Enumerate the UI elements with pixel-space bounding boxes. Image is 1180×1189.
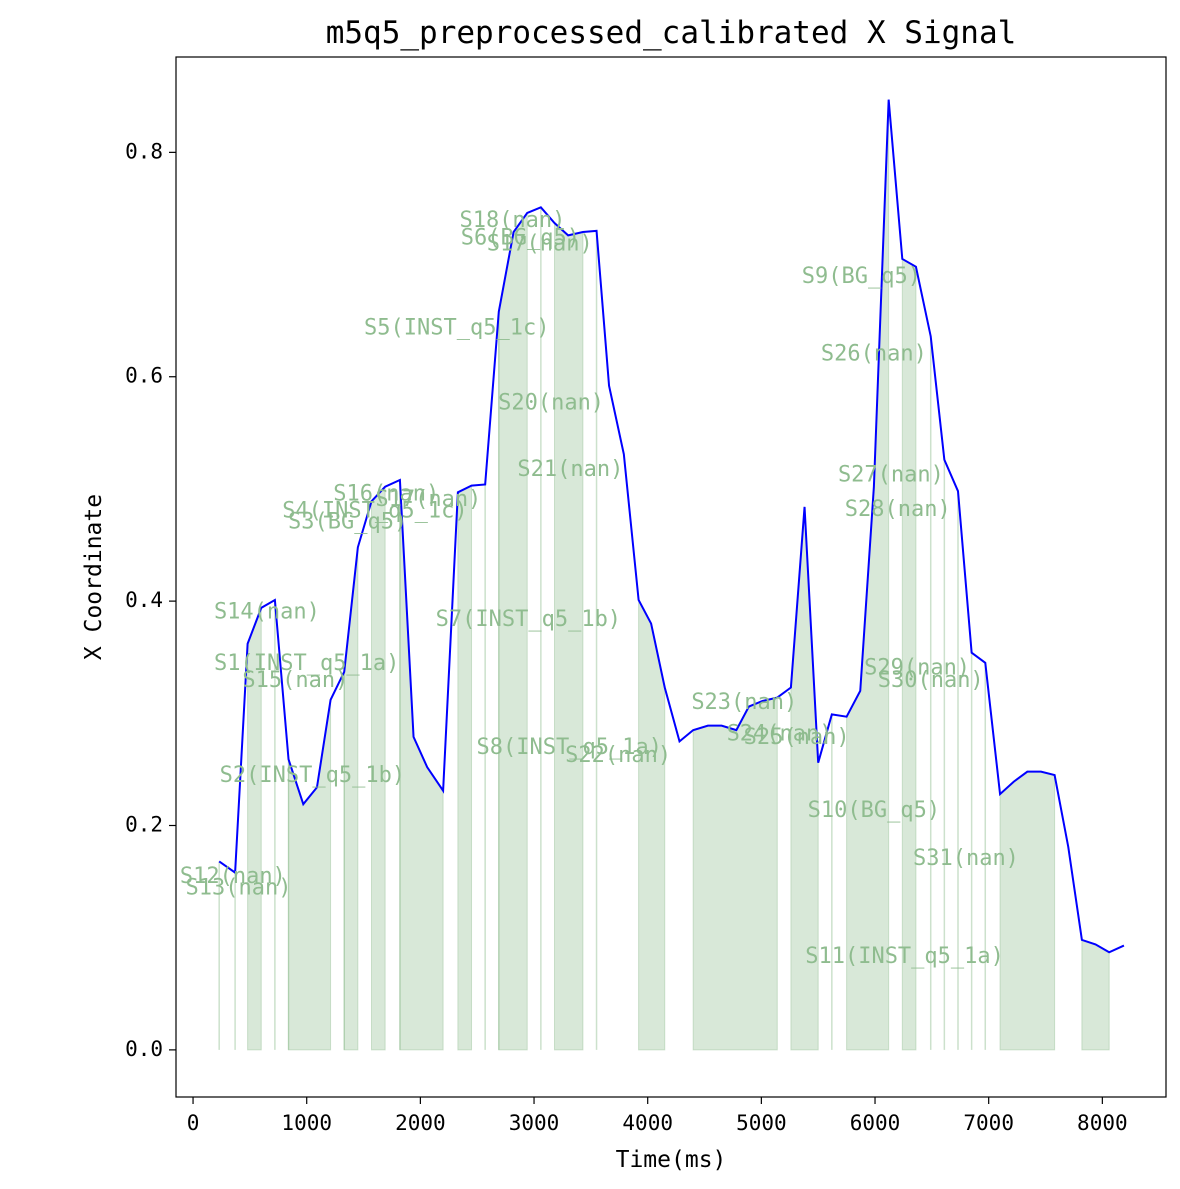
y-tick-label: 0.4 <box>125 588 163 612</box>
y-tick-label: 0.8 <box>125 139 163 163</box>
x-axis-label: Time(ms) <box>616 1147 727 1173</box>
segment-label: S22(nan) <box>565 743 671 768</box>
segment-label: S7(INST_q5_1b) <box>436 607 621 632</box>
segment-label: S31(nan) <box>913 846 1019 871</box>
segment-label: S6(BG_q5) <box>461 226 580 251</box>
segment-label: S24(nan) <box>727 722 833 747</box>
y-tick-label: 0.2 <box>125 813 163 837</box>
segment-fill <box>457 484 473 1051</box>
axes: 0 1000 2000 3000 4000 5000 6000 7000 8000 0.0 0.2 0… <box>125 56 1167 1135</box>
x-tick-label: 6000 <box>850 1111 901 1135</box>
segment-label: S18(nan) <box>459 208 565 233</box>
segment-label: S16(nan) <box>333 482 439 507</box>
segment-fill <box>554 221 584 1051</box>
segment-fill-layer <box>218 99 1110 1051</box>
segment-fill <box>692 696 778 1051</box>
chart-title: m5q5_preprocessed_calibrated X Signal <box>326 15 1017 51</box>
segment-label: S17(nan) <box>487 231 593 256</box>
x-tick-label: 3000 <box>509 1111 560 1135</box>
segment-label: S14(nan) <box>214 599 320 624</box>
x-tick-label: 0 <box>187 1111 200 1135</box>
segment-label: S20(nan) <box>498 391 604 416</box>
signal-line-layer <box>218 99 1125 954</box>
x-tick-label: 7000 <box>963 1111 1014 1135</box>
segment-label: S12(nan) <box>180 864 286 889</box>
segment-label: S3(BG_q5) <box>288 510 407 535</box>
segment-label: S23(nan) <box>691 690 797 715</box>
segment-label: S2(INST_q5_1b) <box>220 763 405 788</box>
segment-label: S15(nan) <box>242 668 348 693</box>
segment-fill <box>1081 939 1110 1051</box>
y-tick-label: 0.6 <box>125 364 163 388</box>
segment-label: S13(nan) <box>186 875 292 900</box>
x-tick-label: 5000 <box>736 1111 787 1135</box>
segment-label-layer: S1(INST_q5_1a) S2(INST_q5_1b) S3(BG_q5)S4(… <box>180 208 1019 969</box>
y-axis-label: X Coordinate <box>81 494 107 660</box>
segment-label: S5(INST_q5_1c) <box>364 315 549 340</box>
segment-label: S10(BG_q5) <box>808 798 940 823</box>
segment-fill <box>999 771 1056 1051</box>
segment-label: S29(nan) <box>864 655 970 680</box>
x-tick-label: 4000 <box>622 1111 673 1135</box>
segment-label: S26(nan) <box>821 341 927 366</box>
segment-label: S25(nan) <box>744 725 850 750</box>
segment-label: S27(nan) <box>838 462 944 487</box>
segment-label: S17(nan) <box>375 487 481 512</box>
segment-label: S9(BG_q5) <box>802 264 921 289</box>
segment-fill <box>901 258 917 1051</box>
y-tick-label: 0.0 <box>125 1037 163 1061</box>
segment-label: S8(INST_q5_1a) <box>477 735 662 760</box>
segment-label: S4(INST_q5_1c) <box>282 498 467 523</box>
segment-label: S21(nan) <box>517 457 623 482</box>
x-tick-label: 8000 <box>1077 1111 1128 1135</box>
plot-frame <box>175 56 1167 1098</box>
signal-line <box>218 99 1125 954</box>
segment-label: S28(nan) <box>845 497 951 522</box>
segment-label: S11(INST_q5_1a) <box>805 944 1004 969</box>
segment-label: S1(INST_q5_1a) <box>214 651 399 676</box>
segment-label: S30(nan) <box>878 668 984 693</box>
x-tick-label: 1000 <box>281 1111 332 1135</box>
x-tick-label: 2000 <box>395 1111 446 1135</box>
